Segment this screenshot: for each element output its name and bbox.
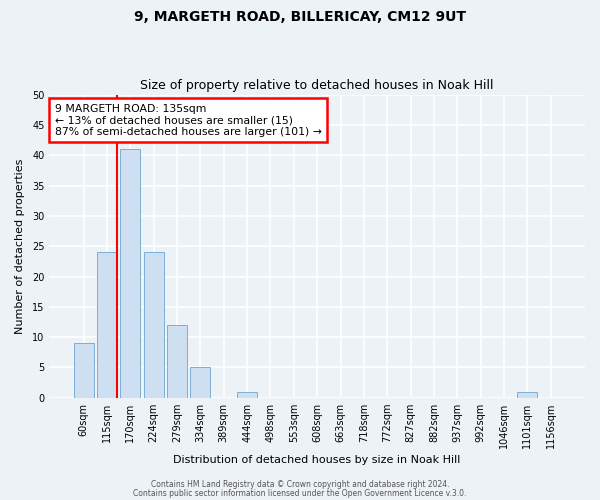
Bar bbox=[97, 252, 117, 398]
Bar bbox=[74, 343, 94, 398]
Bar bbox=[167, 325, 187, 398]
Text: Contains HM Land Registry data © Crown copyright and database right 2024.: Contains HM Land Registry data © Crown c… bbox=[151, 480, 449, 489]
Text: 9 MARGETH ROAD: 135sqm
← 13% of detached houses are smaller (15)
87% of semi-det: 9 MARGETH ROAD: 135sqm ← 13% of detached… bbox=[55, 104, 322, 137]
Bar bbox=[144, 252, 164, 398]
Title: Size of property relative to detached houses in Noak Hill: Size of property relative to detached ho… bbox=[140, 79, 494, 92]
Bar bbox=[237, 392, 257, 398]
X-axis label: Distribution of detached houses by size in Noak Hill: Distribution of detached houses by size … bbox=[173, 455, 461, 465]
Bar bbox=[121, 149, 140, 398]
Text: 9, MARGETH ROAD, BILLERICAY, CM12 9UT: 9, MARGETH ROAD, BILLERICAY, CM12 9UT bbox=[134, 10, 466, 24]
Bar bbox=[190, 368, 210, 398]
Bar bbox=[517, 392, 537, 398]
Text: Contains public sector information licensed under the Open Government Licence v.: Contains public sector information licen… bbox=[133, 488, 467, 498]
Y-axis label: Number of detached properties: Number of detached properties bbox=[15, 158, 25, 334]
